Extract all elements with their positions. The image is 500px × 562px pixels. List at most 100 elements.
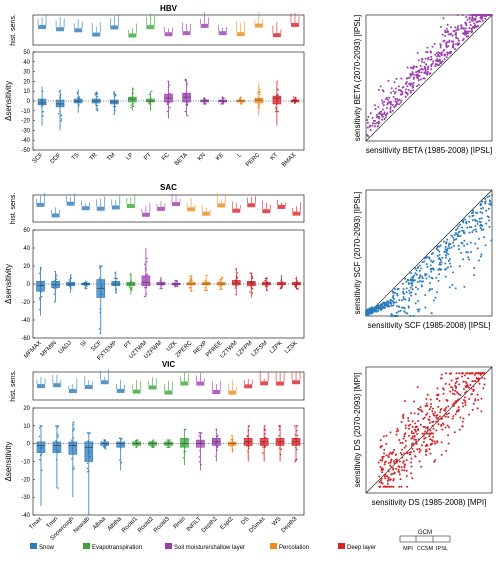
outlier-point bbox=[39, 459, 41, 461]
box-Rmin bbox=[180, 428, 189, 466]
y-tick-label: 40 bbox=[23, 246, 30, 252]
outlier-point bbox=[166, 102, 169, 104]
hist-sens-SCF bbox=[96, 196, 106, 211]
scatter-point bbox=[490, 14, 493, 16]
scatter-point bbox=[430, 63, 433, 66]
box-KT bbox=[272, 80, 282, 126]
scatter-point bbox=[437, 405, 440, 408]
scatter-point bbox=[410, 461, 413, 464]
hist-sens-TR bbox=[91, 22, 101, 37]
scatter-point bbox=[413, 412, 416, 415]
scatter-point bbox=[477, 380, 480, 383]
scatter-point bbox=[471, 14, 474, 16]
scatter-point bbox=[387, 476, 390, 479]
outlier-point bbox=[222, 103, 225, 105]
box-iqr bbox=[51, 280, 60, 288]
delta-frame bbox=[32, 407, 305, 516]
scatter-point bbox=[441, 422, 444, 425]
category-label: PT bbox=[143, 152, 153, 162]
scatter-point bbox=[423, 416, 426, 419]
scatter-point bbox=[437, 417, 440, 420]
box-iqr bbox=[180, 438, 189, 448]
hist-sens-Expt2 bbox=[227, 380, 237, 395]
box-KE bbox=[218, 96, 227, 105]
scatter-point bbox=[438, 253, 441, 256]
scatter-ylabel: sensitivity SCF (2070-2093) [IPSL] bbox=[353, 192, 362, 315]
scatter-point bbox=[488, 225, 491, 228]
scatter-point bbox=[414, 272, 417, 275]
scatter-point bbox=[425, 453, 428, 456]
scatter-point bbox=[389, 107, 392, 110]
outlier-point bbox=[202, 97, 205, 100]
scatter-point bbox=[461, 14, 464, 16]
scatter-point bbox=[484, 201, 487, 204]
scatter-point bbox=[448, 247, 451, 250]
scatter-point bbox=[402, 288, 405, 291]
scatter-point bbox=[408, 82, 411, 85]
scatter-point bbox=[445, 413, 448, 416]
scatter-point bbox=[479, 227, 482, 230]
outlier-point bbox=[251, 275, 254, 278]
scatter-point bbox=[387, 455, 390, 458]
scatter-point bbox=[471, 380, 474, 383]
scatter-point bbox=[437, 393, 440, 396]
scatter-point bbox=[454, 232, 457, 235]
scatter-point bbox=[452, 43, 455, 46]
hist-sens-box bbox=[116, 388, 125, 393]
hist-sens-Snowrough bbox=[68, 378, 78, 394]
outlier-point bbox=[144, 286, 146, 289]
one-to-one-line bbox=[365, 189, 493, 317]
scatter-point bbox=[460, 251, 463, 254]
scatter-point bbox=[434, 53, 437, 56]
scatter-point bbox=[389, 106, 392, 109]
scatter-point bbox=[390, 459, 393, 462]
scatter-point bbox=[418, 447, 421, 450]
scatter-point bbox=[463, 31, 466, 34]
box-Tmax bbox=[36, 425, 46, 507]
outlier-point bbox=[73, 427, 75, 429]
scatter-point bbox=[374, 125, 377, 128]
scatter-point bbox=[403, 400, 406, 403]
scatter-point bbox=[417, 438, 420, 441]
scatter-panel-4: sensitivity SCF (1985-2008) [IPSL] sensit… bbox=[353, 189, 493, 330]
outlier-point bbox=[216, 449, 218, 451]
scatter-point bbox=[392, 485, 395, 488]
scatter-point bbox=[379, 85, 382, 88]
hist-sens-box bbox=[36, 202, 45, 207]
scatter-point bbox=[483, 236, 486, 239]
outlier-point bbox=[132, 103, 135, 105]
scatter-point bbox=[380, 308, 383, 311]
y-tick-label: 10 bbox=[23, 424, 30, 430]
scatter-point bbox=[387, 485, 390, 488]
scatter-point bbox=[379, 459, 382, 462]
scatter-point bbox=[444, 426, 447, 429]
scatter-point bbox=[476, 393, 479, 396]
scatter-point bbox=[452, 415, 455, 418]
outlier-point bbox=[264, 279, 266, 282]
scatter-point bbox=[488, 199, 491, 202]
scatter-point bbox=[454, 389, 457, 392]
scatter-point bbox=[381, 482, 384, 485]
scatter-point bbox=[380, 477, 383, 480]
scatter-point bbox=[474, 24, 477, 27]
scatter-point bbox=[440, 423, 443, 426]
scatter-point bbox=[404, 95, 407, 98]
scatter-point bbox=[387, 98, 390, 101]
scatter-point bbox=[400, 77, 403, 80]
scatter-point bbox=[389, 298, 392, 301]
box-iqr bbox=[156, 281, 166, 286]
scatter-point bbox=[425, 397, 428, 400]
hist-sens-box bbox=[164, 390, 173, 395]
outlier-point bbox=[251, 292, 254, 294]
scatter-point bbox=[434, 442, 437, 445]
scatter-point bbox=[383, 100, 386, 103]
scatter-point bbox=[395, 103, 398, 106]
hist-sens-PT bbox=[146, 13, 155, 30]
scatter-point bbox=[389, 451, 392, 454]
scatter-point bbox=[393, 105, 396, 108]
scatter-point bbox=[411, 85, 414, 88]
scatter-point bbox=[417, 287, 420, 290]
legend-item-evapotranspiration: Evapotranspiration bbox=[83, 543, 142, 551]
outlier-point bbox=[119, 459, 121, 461]
